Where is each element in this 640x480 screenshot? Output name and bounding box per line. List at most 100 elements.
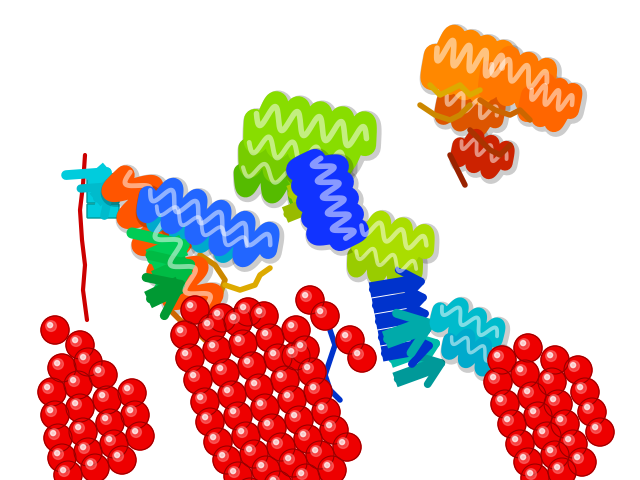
Circle shape xyxy=(224,462,252,480)
Circle shape xyxy=(118,379,146,407)
Circle shape xyxy=(294,425,322,453)
Circle shape xyxy=(566,437,571,442)
Circle shape xyxy=(240,440,268,468)
Circle shape xyxy=(285,393,290,397)
Circle shape xyxy=(191,388,219,416)
Circle shape xyxy=(264,471,292,480)
Circle shape xyxy=(555,465,559,469)
Circle shape xyxy=(279,449,307,477)
Circle shape xyxy=(545,374,550,380)
Circle shape xyxy=(527,470,532,476)
Circle shape xyxy=(171,321,199,349)
Circle shape xyxy=(303,363,314,373)
Circle shape xyxy=(301,432,306,437)
Circle shape xyxy=(198,395,203,400)
Circle shape xyxy=(504,417,509,421)
Circle shape xyxy=(564,356,592,384)
FancyBboxPatch shape xyxy=(87,189,119,203)
Circle shape xyxy=(575,455,580,460)
Circle shape xyxy=(252,456,280,480)
Circle shape xyxy=(340,331,351,341)
Circle shape xyxy=(48,444,76,472)
Circle shape xyxy=(203,336,231,364)
Circle shape xyxy=(278,372,283,378)
Circle shape xyxy=(196,408,224,436)
Circle shape xyxy=(282,316,310,344)
Circle shape xyxy=(553,463,563,473)
Circle shape xyxy=(269,476,280,480)
Circle shape xyxy=(86,459,97,469)
Circle shape xyxy=(519,453,529,463)
Circle shape xyxy=(546,351,556,361)
Circle shape xyxy=(523,387,533,397)
Circle shape xyxy=(113,451,124,461)
Circle shape xyxy=(524,402,552,430)
Circle shape xyxy=(47,323,52,328)
Circle shape xyxy=(44,424,72,452)
Circle shape xyxy=(511,360,539,388)
Circle shape xyxy=(52,359,63,370)
Circle shape xyxy=(241,305,246,310)
Circle shape xyxy=(212,309,223,319)
Circle shape xyxy=(290,411,300,421)
Circle shape xyxy=(583,403,593,413)
Circle shape xyxy=(225,387,230,393)
Circle shape xyxy=(189,371,200,382)
Circle shape xyxy=(66,394,94,422)
Circle shape xyxy=(311,302,339,330)
Circle shape xyxy=(95,368,100,372)
Circle shape xyxy=(550,396,556,402)
Circle shape xyxy=(54,360,60,366)
Circle shape xyxy=(323,461,333,471)
Circle shape xyxy=(298,358,326,386)
Circle shape xyxy=(98,391,108,401)
Circle shape xyxy=(548,395,559,406)
Circle shape xyxy=(297,469,307,480)
Circle shape xyxy=(299,470,303,476)
Circle shape xyxy=(186,301,196,312)
Circle shape xyxy=(61,468,66,473)
Circle shape xyxy=(250,379,260,389)
Circle shape xyxy=(338,438,348,448)
Circle shape xyxy=(484,368,512,396)
Circle shape xyxy=(239,303,250,313)
Circle shape xyxy=(577,384,582,390)
Circle shape xyxy=(93,366,104,376)
Circle shape xyxy=(47,408,52,413)
Circle shape xyxy=(305,365,310,370)
Circle shape xyxy=(324,463,330,468)
Circle shape xyxy=(51,431,56,436)
Circle shape xyxy=(100,414,111,424)
Circle shape xyxy=(340,440,344,444)
Circle shape xyxy=(519,339,529,349)
Circle shape xyxy=(74,423,84,433)
Circle shape xyxy=(224,308,252,336)
Circle shape xyxy=(203,319,213,329)
Circle shape xyxy=(52,449,63,459)
Circle shape xyxy=(79,353,90,363)
Circle shape xyxy=(304,378,332,406)
Circle shape xyxy=(68,376,79,386)
Circle shape xyxy=(518,367,523,372)
Circle shape xyxy=(556,415,566,425)
Circle shape xyxy=(283,391,293,401)
Circle shape xyxy=(49,429,60,439)
Circle shape xyxy=(319,405,324,409)
Circle shape xyxy=(503,415,513,425)
Circle shape xyxy=(312,398,340,426)
Circle shape xyxy=(208,341,218,351)
Circle shape xyxy=(269,349,280,360)
Circle shape xyxy=(257,461,268,471)
Circle shape xyxy=(544,390,572,418)
Circle shape xyxy=(46,321,56,331)
Circle shape xyxy=(218,366,223,371)
Circle shape xyxy=(79,443,90,454)
Circle shape xyxy=(255,307,266,317)
Circle shape xyxy=(316,307,326,317)
Circle shape xyxy=(496,395,506,406)
Circle shape xyxy=(348,344,376,372)
Circle shape xyxy=(176,344,204,372)
Circle shape xyxy=(278,386,306,414)
Circle shape xyxy=(100,430,128,458)
Circle shape xyxy=(76,425,81,430)
